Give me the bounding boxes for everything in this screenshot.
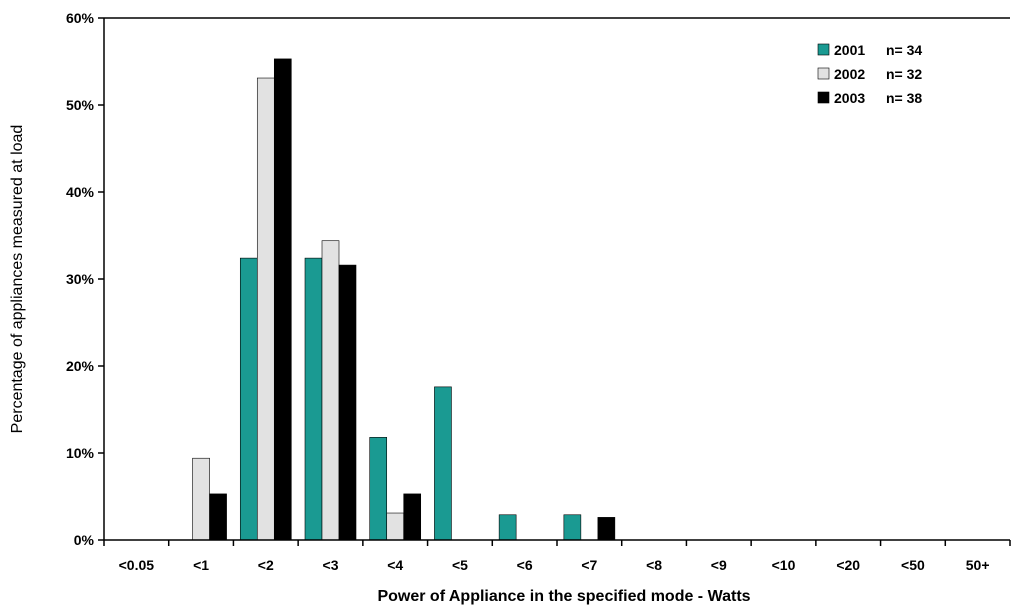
bar-2001-lt7 [563, 514, 582, 541]
x-tick-label: <10 [772, 557, 796, 573]
legend-n-2003: n= 38 [886, 90, 922, 106]
bar-2001-lt6 [498, 514, 517, 541]
bar-2001-lt4 [369, 437, 388, 541]
x-tick-label: <2 [258, 557, 274, 573]
x-tick-label: <0.05 [119, 557, 155, 573]
y-tick-label: 60% [66, 10, 95, 26]
x-tick-label: 50+ [966, 557, 990, 573]
y-axis-title: Percentage of appliances measured at loa… [9, 125, 26, 434]
legend-label-2002: 2002 [834, 66, 865, 82]
legend-n-2002: n= 32 [886, 66, 922, 82]
x-tick-label: <7 [581, 557, 597, 573]
y-tick-label: 20% [66, 358, 95, 374]
bar-2002-lt3 [321, 240, 340, 541]
bar-2003-lt3 [338, 264, 357, 541]
legend-label-2001: 2001 [834, 42, 865, 58]
bar-2003-lt1 [209, 493, 227, 541]
y-tick-label: 40% [66, 184, 95, 200]
bars-group [192, 58, 616, 541]
x-tick-label: <8 [646, 557, 662, 573]
x-tick-label: <9 [711, 557, 727, 573]
legend: 2001 n= 34 2002 n= 32 2003 n= 38 [817, 42, 922, 106]
y-tick-label: 30% [66, 271, 95, 287]
legend-swatch-2002 [817, 67, 830, 80]
x-tick-label: <50 [901, 557, 925, 573]
legend-swatch-2001 [817, 43, 830, 56]
bar-2002-lt1 [192, 457, 210, 541]
axes-group [103, 17, 1010, 541]
y-tick-label: 0% [74, 532, 95, 548]
y-tick-label: 50% [66, 97, 95, 113]
bar-2002-lt4 [386, 512, 405, 541]
x-tick-label: <4 [387, 557, 403, 573]
x-tick-label: <6 [517, 557, 533, 573]
legend-label-2003: 2003 [834, 90, 865, 106]
bar-2001-lt2 [239, 257, 258, 541]
bar-2001-lt3 [304, 257, 323, 541]
x-ticks-group: <0.05 <1 <2 <3 <4 <5 <6 <7 <8 <9 <10 <20 <50 50+ [103, 540, 1011, 573]
bar-2002-lt2 [256, 77, 275, 541]
bar-2003-lt7 [597, 517, 616, 541]
legend-swatch-2003 [817, 91, 830, 104]
x-tick-label: <20 [836, 557, 860, 573]
x-tick-label: <1 [193, 557, 209, 573]
bar-2003-lt2 [273, 58, 292, 541]
x-tick-label: <5 [452, 557, 468, 573]
y-ticks-group: 0% 10% 20% 30% 40% 50% 60% [66, 10, 104, 548]
bar-2001-lt5 [434, 386, 452, 541]
x-axis-title: Power of Appliance in the specified mode… [377, 588, 750, 605]
legend-n-2001: n= 34 [886, 42, 922, 58]
bar-2003-lt4 [403, 493, 422, 541]
x-tick-label: <3 [323, 557, 339, 573]
y-tick-label: 10% [66, 445, 95, 461]
